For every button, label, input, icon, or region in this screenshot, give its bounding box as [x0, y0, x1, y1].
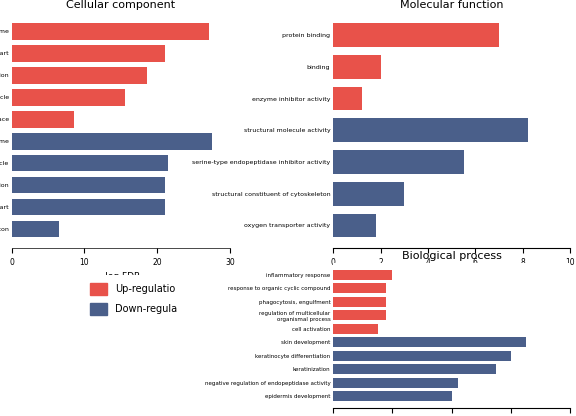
Bar: [333, 150, 464, 174]
Bar: [333, 213, 376, 238]
Bar: [333, 364, 496, 374]
Bar: [12, 111, 74, 128]
Bar: [12, 177, 165, 193]
Bar: [12, 155, 168, 171]
Bar: [12, 221, 59, 238]
Bar: [333, 23, 499, 47]
X-axis label: -log FDR: -log FDR: [433, 272, 471, 281]
Bar: [12, 133, 212, 149]
Bar: [12, 45, 165, 62]
Bar: [333, 182, 404, 206]
Bar: [333, 283, 386, 293]
Bar: [12, 89, 124, 106]
Title: Biological process: Biological process: [401, 251, 502, 261]
Title: Molecular function: Molecular function: [400, 0, 503, 10]
Bar: [333, 378, 457, 388]
Bar: [12, 67, 146, 84]
Bar: [12, 23, 209, 40]
Bar: [333, 391, 452, 401]
Title: Cellular component: Cellular component: [66, 0, 176, 10]
Legend: Up-regulatio, Down-regula: Up-regulatio, Down-regula: [82, 275, 185, 322]
Bar: [333, 270, 392, 280]
Bar: [333, 55, 381, 79]
Bar: [333, 351, 511, 361]
Bar: [333, 119, 528, 142]
Bar: [333, 297, 386, 307]
Bar: [333, 87, 362, 111]
Bar: [333, 337, 526, 347]
Bar: [12, 199, 165, 215]
Bar: [333, 310, 386, 320]
X-axis label: -log FDR: -log FDR: [102, 272, 140, 281]
Bar: [333, 324, 377, 334]
